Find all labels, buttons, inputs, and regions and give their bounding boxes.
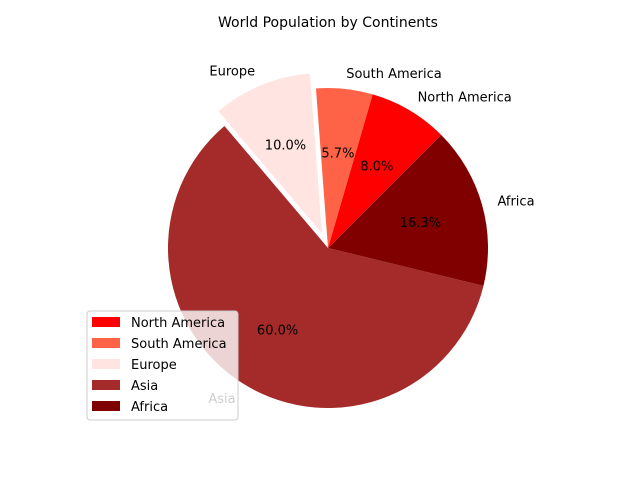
slice-percent-south-america: 5.7%: [321, 147, 354, 162]
legend-swatch-africa: [92, 401, 120, 411]
legend-label-south-america: South America: [131, 337, 227, 352]
pie-slices: [168, 73, 488, 408]
legend-swatch-south-america: [92, 338, 120, 348]
slice-percent-north-america: 8.0%: [360, 159, 393, 174]
legend-items: North America South America Europe Asia Afri…: [92, 316, 227, 415]
legend-label-europe: Europe: [131, 358, 177, 373]
slice-label-africa: Africa: [497, 194, 534, 209]
pie-slice-africa: [328, 134, 488, 286]
legend-label-africa: Africa: [131, 400, 168, 415]
slice-label-north-america: North America: [418, 91, 512, 106]
chart-legend: North America South America Europe Asia Afri…: [86, 310, 239, 421]
chart-title: World Population by Continents: [218, 15, 438, 31]
pie-slice-south-america: [315, 88, 373, 248]
legend-swatch-north-america: [92, 317, 120, 327]
pie-slice-asia: [168, 126, 484, 408]
slice-label-south-america: South America: [346, 67, 442, 82]
slice-percent-asia: 60.0%: [257, 324, 298, 339]
legend-label-asia: Asia: [131, 379, 158, 394]
legend-label-north-america: North America: [131, 316, 225, 331]
legend-frame: [86, 310, 239, 421]
pie-slice-europe: [218, 73, 322, 234]
slice-percent-africa: 16.3%: [400, 216, 441, 231]
legend-swatch-asia: [92, 380, 120, 390]
pie-slice-north-america: [328, 94, 442, 248]
slice-percent-europe: 10.0%: [265, 138, 306, 153]
legend-swatch-europe: [92, 359, 120, 369]
slice-label-europe: Europe: [209, 64, 255, 79]
